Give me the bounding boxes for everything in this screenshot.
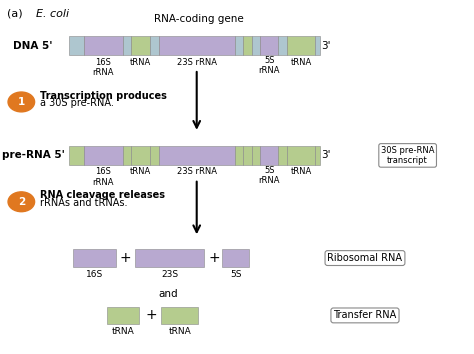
Bar bbox=[315, 146, 320, 165]
Circle shape bbox=[8, 92, 35, 112]
Bar bbox=[107, 307, 139, 324]
Text: pre-RNA 5': pre-RNA 5' bbox=[2, 150, 65, 160]
Text: 5S: 5S bbox=[230, 270, 241, 279]
Bar bbox=[135, 249, 204, 267]
Bar bbox=[235, 36, 243, 55]
Text: +: + bbox=[209, 251, 220, 265]
Text: 16S: 16S bbox=[86, 270, 103, 279]
Text: tRNA: tRNA bbox=[291, 58, 311, 67]
Text: 30S pre-RNA
transcript: 30S pre-RNA transcript bbox=[381, 146, 434, 165]
Text: +: + bbox=[146, 308, 157, 322]
Text: 23S: 23S bbox=[161, 270, 178, 279]
Bar bbox=[161, 307, 198, 324]
Bar bbox=[235, 146, 243, 165]
Bar bbox=[73, 249, 116, 267]
Text: tRNA: tRNA bbox=[130, 167, 151, 176]
Bar bbox=[150, 36, 159, 55]
Bar bbox=[84, 36, 123, 55]
Bar bbox=[131, 146, 150, 165]
Bar bbox=[159, 36, 235, 55]
Bar bbox=[150, 146, 159, 165]
Text: tRNA: tRNA bbox=[111, 327, 134, 336]
Text: 5S
rRNA: 5S rRNA bbox=[258, 166, 280, 185]
Text: +: + bbox=[120, 251, 131, 265]
Bar bbox=[131, 36, 150, 55]
Text: tRNA: tRNA bbox=[168, 327, 191, 336]
Bar bbox=[222, 249, 249, 267]
Bar bbox=[315, 36, 320, 55]
Text: 23S rRNA: 23S rRNA bbox=[177, 167, 217, 176]
Text: 3': 3' bbox=[321, 41, 331, 51]
Text: 2: 2 bbox=[18, 197, 25, 207]
Text: Transcription produces: Transcription produces bbox=[40, 91, 167, 101]
Bar bbox=[278, 146, 287, 165]
Bar bbox=[252, 146, 260, 165]
Text: RNA cleavage releases: RNA cleavage releases bbox=[40, 190, 165, 200]
Text: 5S
rRNA: 5S rRNA bbox=[258, 56, 280, 75]
Bar bbox=[252, 36, 260, 55]
Bar bbox=[69, 36, 84, 55]
Bar bbox=[159, 146, 235, 165]
Text: 23S rRNA: 23S rRNA bbox=[177, 58, 217, 67]
Text: tRNA: tRNA bbox=[291, 167, 311, 176]
Text: 3': 3' bbox=[321, 150, 331, 160]
Text: 16S
rRNA: 16S rRNA bbox=[92, 58, 114, 77]
Text: a 30S pre-RNA.: a 30S pre-RNA. bbox=[40, 98, 114, 108]
Text: RNA-coding gene: RNA-coding gene bbox=[154, 14, 244, 24]
Text: tRNA: tRNA bbox=[130, 58, 151, 67]
Text: 1: 1 bbox=[18, 97, 25, 107]
Bar bbox=[84, 146, 123, 165]
Bar bbox=[123, 146, 131, 165]
Text: DNA 5': DNA 5' bbox=[13, 41, 53, 51]
Circle shape bbox=[8, 192, 35, 212]
Bar bbox=[123, 36, 131, 55]
Text: (a): (a) bbox=[7, 9, 23, 19]
Bar bbox=[260, 36, 278, 55]
Bar bbox=[278, 36, 287, 55]
Text: rRNAs and tRNAs.: rRNAs and tRNAs. bbox=[40, 198, 128, 208]
Text: Ribosomal RNA: Ribosomal RNA bbox=[328, 253, 402, 263]
Bar bbox=[287, 36, 315, 55]
Text: E. coli: E. coli bbox=[36, 9, 69, 19]
Bar bbox=[260, 146, 278, 165]
Text: and: and bbox=[158, 289, 178, 299]
Bar bbox=[243, 146, 252, 165]
Bar bbox=[69, 146, 84, 165]
Text: Transfer RNA: Transfer RNA bbox=[333, 310, 397, 320]
Bar bbox=[287, 146, 315, 165]
Text: 16S
rRNA: 16S rRNA bbox=[92, 167, 114, 187]
Bar bbox=[243, 36, 252, 55]
